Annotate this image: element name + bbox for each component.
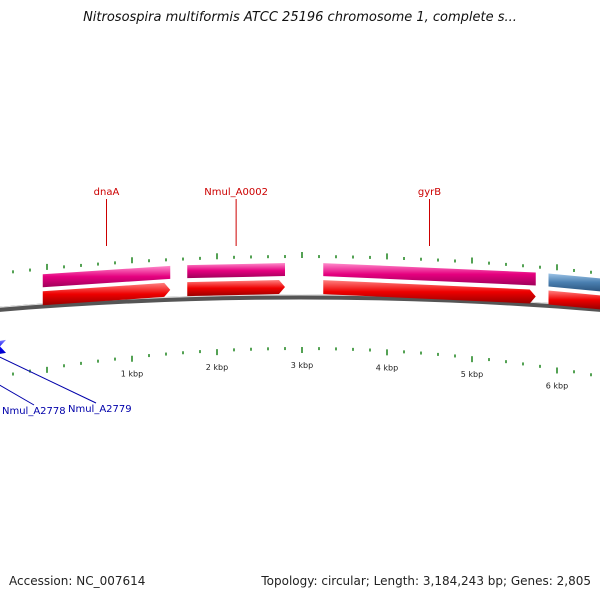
gene-feature[interactable]	[323, 263, 536, 286]
gene-feature[interactable]	[42, 265, 171, 288]
map-title: Nitrosospira multiformis ATCC 25196 chro…	[83, 10, 517, 25]
feature-label[interactable]: Nmul_A2779	[68, 404, 132, 415]
tick-marks	[12, 252, 592, 377]
feature-label[interactable]: dnaA	[94, 187, 120, 198]
gene-feature-other[interactable]	[548, 273, 600, 292]
tick-label: 3 kbp	[291, 361, 313, 370]
tick-label: 1 kbp	[121, 370, 143, 379]
gene-feature[interactable]	[187, 263, 285, 279]
cds-feature[interactable]	[548, 290, 600, 310]
feature-track	[0, 263, 600, 358]
feature-label-leader	[0, 384, 35, 406]
tick-label: 2 kbp	[206, 363, 228, 372]
cds-feature[interactable]	[42, 282, 171, 306]
cds-feature[interactable]	[323, 280, 536, 304]
accession-text: Accession: NC_007614	[9, 574, 146, 588]
tick-label: 4 kbp	[376, 363, 398, 372]
genome-backbone	[0, 294, 600, 312]
feature-label[interactable]: Nmul_A0002	[204, 187, 268, 198]
tick-label: 5 kbp	[461, 370, 483, 379]
feature-label-leader	[0, 356, 97, 404]
reverse-gene-feature[interactable]	[0, 339, 6, 358]
feature-label[interactable]: gyrB	[418, 187, 441, 198]
feature-labels: dnaA Nmul_A0002 gyrB Nmul_A2778 Nmul_A2779	[0, 187, 441, 417]
genome-summary: Topology: circular; Length: 3,184,243 bp…	[261, 574, 591, 588]
feature-label[interactable]: Nmul_A2778	[2, 406, 66, 417]
tick-label: 6 kbp	[546, 381, 568, 390]
cds-feature[interactable]	[187, 280, 285, 297]
